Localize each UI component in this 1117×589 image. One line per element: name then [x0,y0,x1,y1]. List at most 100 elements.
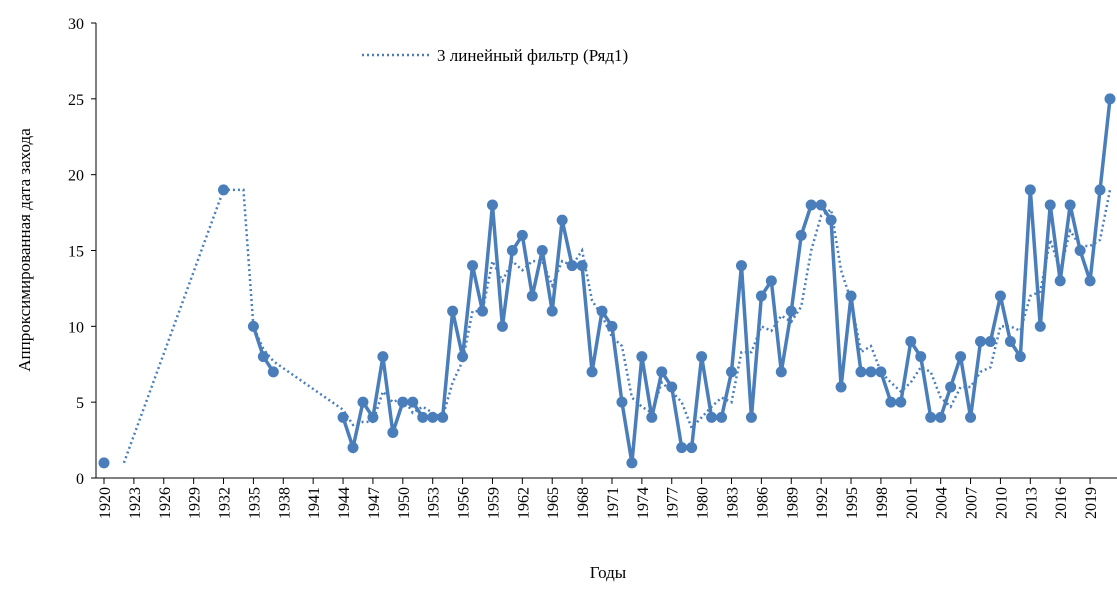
data-point [825,214,837,226]
data-point [1024,184,1036,196]
data-point [676,442,688,454]
data-point [1074,245,1086,256]
x-tick-label: 1992 [814,487,831,519]
data-line [251,325,275,373]
y-tick-label: 30 [68,16,84,33]
y-tick-label: 5 [76,395,84,412]
data-point [905,336,917,347]
x-tick-label: 2016 [1053,487,1070,519]
data-point [1064,199,1076,211]
data-point [1094,184,1106,196]
x-tick-label: 1965 [545,487,562,519]
data-point [1084,275,1096,287]
data-point [1014,351,1026,363]
x-tick-label: 2013 [1023,487,1040,519]
data-point [875,366,887,378]
y-tick-label: 0 [76,471,84,488]
x-tick-label: 1947 [366,487,383,519]
data-point [945,381,957,393]
data-point [686,442,698,454]
y-tick-label: 20 [68,168,84,185]
data-point [576,260,588,272]
data-point [755,290,767,302]
x-tick-label: 1986 [754,487,771,519]
x-tick-label: 1962 [515,487,532,519]
data-point [696,351,708,363]
y-tick-label: 25 [68,92,84,109]
data-point [745,411,757,423]
data-point [935,411,947,423]
data-point [516,229,528,241]
x-tick-label: 1977 [665,487,682,519]
data-point [975,336,987,347]
x-tick-label: 2007 [964,487,981,519]
data-point [377,351,389,363]
trend-line [122,188,1112,464]
data-point [955,351,967,363]
data-point [925,411,937,423]
data-point [865,366,877,378]
data-point [706,411,718,423]
data-point [775,366,787,378]
data-point [716,411,728,423]
data-point [765,275,777,287]
data-point [337,411,349,423]
data-point [1104,93,1116,105]
data-point [427,411,439,423]
y-axis-title: Аппроксимированная дата захода [15,128,34,372]
data-point [805,199,817,211]
x-tick-label: 1971 [605,487,622,519]
data-point [656,366,668,378]
data-line [341,98,1112,464]
data-point [267,366,279,378]
x-tick-label: 1974 [635,487,652,519]
data-point [586,366,598,378]
data-point [915,351,927,363]
data-point [447,305,459,317]
data-point [556,214,568,226]
x-tick-label: 1998 [874,487,891,519]
data-point [566,260,578,272]
x-tick-label: 1932 [217,487,234,519]
x-tick-label: 1968 [575,487,592,519]
x-tick-label: 1926 [157,487,174,519]
x-tick-label: 1959 [485,487,502,519]
x-tick-label: 1938 [276,487,293,519]
data-point [965,411,977,423]
x-tick-label: 2019 [1083,487,1100,519]
data-point [785,305,797,317]
data-point [506,245,518,256]
data-point [247,320,259,332]
x-tick-label: 1995 [844,487,861,519]
x-tick-label: 1983 [725,487,742,519]
x-tick-label: 2001 [904,487,921,519]
data-point [616,396,628,408]
data-point [496,320,508,332]
legend-label: 3 линейный фильтр (Ряд1) [437,46,628,65]
data-point [735,260,747,272]
data-point [596,305,608,317]
data-point [1004,336,1016,347]
data-point [1044,199,1056,211]
data-point [666,381,678,393]
x-axis-title: Годы [590,563,627,582]
data-point [387,427,399,438]
x-tick-label: 1950 [396,487,413,519]
x-tick-label: 1929 [187,487,204,519]
data-point [357,396,369,408]
x-tick-label: 1953 [426,487,443,519]
data-point [526,290,538,302]
x-tick-label: 1935 [246,487,263,519]
data-point [994,290,1006,302]
data-point [367,411,379,423]
y-tick-label: 15 [68,244,84,261]
x-tick-label: 1989 [784,487,801,519]
data-point [646,411,658,423]
data-point [536,245,548,256]
data-point [417,411,429,423]
x-tick-label: 2004 [934,487,951,519]
x-tick-label: 1944 [336,487,353,519]
data-point [546,305,558,317]
data-point [835,381,847,393]
